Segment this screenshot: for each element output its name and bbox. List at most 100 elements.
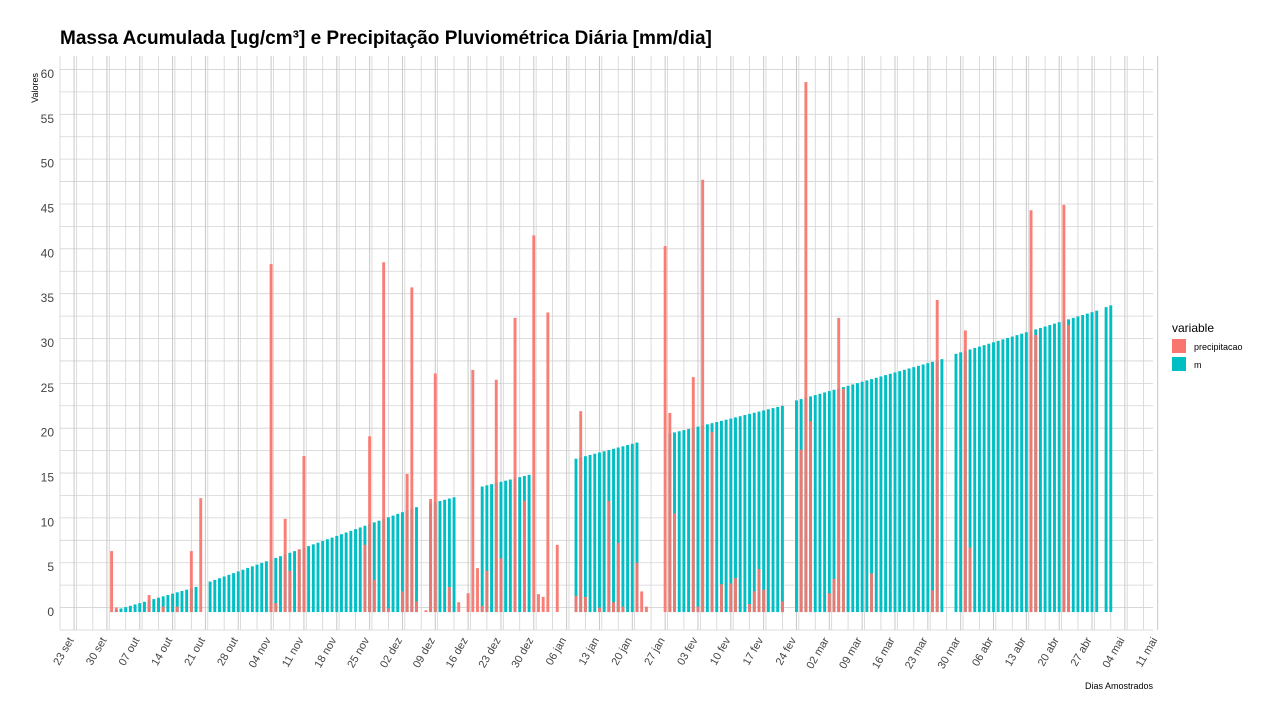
y-tick-label: 0 xyxy=(47,605,54,619)
x-tick-label: 13 abr xyxy=(1003,635,1029,668)
y-tick-label: 15 xyxy=(41,471,55,485)
x-tick-label: 23 dez xyxy=(477,636,504,671)
bar-precipitacao xyxy=(663,246,667,613)
bar-m xyxy=(1015,335,1019,613)
bar-precipitacao xyxy=(607,500,611,613)
bar-m xyxy=(213,579,217,613)
bar-m xyxy=(307,546,311,613)
bar-m xyxy=(138,603,142,613)
bar-m xyxy=(438,501,442,613)
bar-precipitacao xyxy=(635,562,639,613)
x-tick-label: 25 nov xyxy=(345,635,372,670)
bar-precipitacao xyxy=(809,421,813,613)
bar-precipitacao xyxy=(537,594,540,613)
bar-precipitacao xyxy=(480,605,484,613)
y-tick-label: 60 xyxy=(41,67,55,81)
x-tick-label: 02 mar xyxy=(804,635,832,671)
bar-m xyxy=(330,537,334,613)
bar-m xyxy=(879,376,883,613)
bar-m xyxy=(133,604,137,613)
bar-precipitacao xyxy=(429,499,433,613)
bar-m xyxy=(1104,307,1108,613)
bar-m xyxy=(719,420,723,613)
x-tick-label: 16 mar xyxy=(870,635,898,671)
bar-m xyxy=(274,557,278,613)
y-tick-label: 25 xyxy=(41,381,55,395)
bar-m xyxy=(166,595,170,613)
bar-precipitacao xyxy=(522,500,526,613)
bar-precipitacao xyxy=(363,544,367,613)
bar-m xyxy=(1109,305,1113,613)
bar-m xyxy=(236,571,240,613)
bar-precipitacao xyxy=(494,379,498,613)
bar-m xyxy=(452,497,456,613)
y-tick-label: 20 xyxy=(41,426,55,440)
bar-m xyxy=(738,416,742,613)
bar-precipitacao xyxy=(372,579,376,613)
bar-m xyxy=(766,409,770,613)
bar-precipitacao xyxy=(621,606,625,613)
bar-precipitacao xyxy=(1062,204,1066,613)
bar-m xyxy=(973,348,977,613)
bar-m xyxy=(870,379,873,613)
bar-m xyxy=(593,453,597,613)
bar-m xyxy=(325,539,329,613)
bar-precipitacao xyxy=(476,568,479,613)
bar-precipitacao xyxy=(161,606,165,613)
bar-precipitacao xyxy=(804,82,808,613)
bar-m xyxy=(1010,336,1014,613)
x-tick-label: 20 jan xyxy=(610,636,635,668)
bar-m xyxy=(1048,325,1052,613)
bar-m xyxy=(335,535,339,613)
bar-precipitacao xyxy=(189,551,193,613)
bar-precipitacao xyxy=(780,601,784,613)
bar-m xyxy=(157,597,160,613)
x-tick-label: 23 mar xyxy=(903,635,931,671)
bar-precipitacao xyxy=(612,602,615,613)
bar-precipitacao xyxy=(447,586,451,613)
bar-m xyxy=(818,393,822,613)
bar-m xyxy=(846,385,850,613)
bar-m xyxy=(161,596,165,613)
bar-m xyxy=(396,513,400,613)
bar-precipitacao xyxy=(400,591,404,613)
bar-m xyxy=(218,578,221,613)
bar-m xyxy=(447,498,451,613)
bar-m xyxy=(888,373,892,613)
bar-m xyxy=(677,431,681,613)
bar-precipitacao xyxy=(424,610,428,613)
bar-m xyxy=(222,576,226,613)
bar-m xyxy=(358,527,362,613)
bar-precipitacao xyxy=(546,312,550,613)
chart-title: Massa Acumulada [ug/cm³] e Precipitação … xyxy=(60,28,712,49)
bar-m xyxy=(874,377,878,613)
bar-precipitacao xyxy=(110,551,114,613)
bar-m xyxy=(757,411,761,613)
bar-m xyxy=(180,590,184,613)
x-tick-label: 09 mar xyxy=(837,635,865,671)
bar-m xyxy=(175,592,179,613)
bar-m xyxy=(293,551,297,613)
y-tick-label: 10 xyxy=(41,515,55,529)
bar-m xyxy=(729,418,733,613)
bar-m xyxy=(884,375,888,613)
bar-m xyxy=(893,372,897,613)
bar-m xyxy=(241,569,245,613)
bar-m xyxy=(340,534,343,613)
bar-m xyxy=(260,562,264,613)
bar-m xyxy=(508,479,512,613)
bar-m xyxy=(940,359,944,613)
bar-precipitacao xyxy=(931,590,934,613)
bar-m xyxy=(124,607,128,613)
bar-m xyxy=(598,452,601,613)
x-tick-label: 17 fev xyxy=(741,635,767,667)
x-tick-label: 10 fev xyxy=(708,635,734,667)
bar-m xyxy=(776,406,780,613)
x-tick-label: 11 nov xyxy=(280,635,307,669)
bar-precipitacao xyxy=(729,583,733,613)
y-axis-label: Valores xyxy=(30,73,40,103)
bar-precipitacao xyxy=(532,235,536,613)
bar-precipitacao xyxy=(513,317,517,613)
y-tick-label: 30 xyxy=(41,336,55,350)
bar-m xyxy=(1095,310,1099,613)
